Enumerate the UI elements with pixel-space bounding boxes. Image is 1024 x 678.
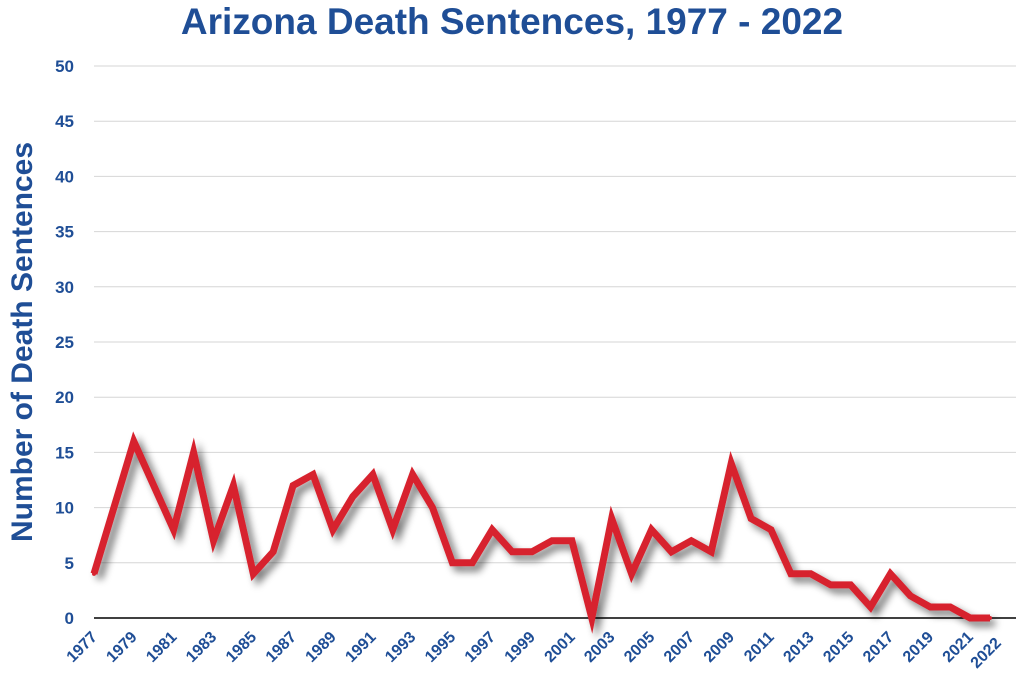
data-point — [888, 571, 893, 576]
x-tick-label: 1985 — [223, 629, 260, 666]
series-group — [90, 431, 992, 634]
x-tick-label: 1997 — [462, 629, 499, 666]
x-tick-label: 1977 — [64, 629, 101, 666]
y-tick-label: 15 — [55, 443, 74, 462]
data-point — [191, 450, 196, 455]
data-point — [211, 538, 216, 543]
x-tick-label: 2017 — [860, 629, 897, 666]
data-point — [410, 472, 415, 477]
data-point — [490, 527, 495, 532]
data-point — [729, 461, 734, 466]
x-tick-label: 2013 — [780, 629, 817, 666]
data-point — [669, 549, 674, 554]
data-point — [330, 527, 335, 532]
data-point — [928, 604, 933, 609]
x-tick-label: 2011 — [741, 629, 778, 666]
data-point — [908, 593, 913, 598]
series-line — [90, 431, 990, 634]
data-point — [171, 527, 176, 532]
data-point — [450, 560, 455, 565]
data-point — [231, 483, 236, 488]
x-tick-label: 2003 — [581, 629, 618, 666]
x-tick-label: 1983 — [183, 629, 220, 666]
x-tick-label: 1995 — [422, 629, 459, 666]
data-point — [968, 616, 973, 620]
chart-title: Arizona Death Sentences, 1977 - 2022 — [180, 1, 844, 42]
data-point — [151, 483, 156, 488]
data-point — [390, 527, 395, 532]
grid-lines — [94, 65, 1016, 564]
data-point — [828, 582, 833, 587]
data-point — [370, 472, 375, 477]
y-tick-label: 50 — [55, 57, 74, 76]
data-point — [251, 571, 256, 576]
data-point — [609, 516, 614, 521]
x-tick-label: 1999 — [502, 629, 539, 666]
data-point — [111, 505, 116, 510]
y-tick-label: 10 — [55, 499, 74, 518]
data-point — [569, 538, 574, 543]
x-tick-label: 1981 — [143, 629, 180, 666]
data-point — [629, 571, 634, 576]
data-point — [92, 571, 96, 576]
data-point — [848, 582, 853, 587]
y-tick-label: 20 — [55, 388, 74, 407]
data-point — [689, 538, 694, 543]
data-point — [749, 516, 754, 521]
data-point — [589, 616, 594, 620]
data-point — [788, 571, 793, 576]
x-tick-label: 2015 — [820, 629, 857, 666]
x-tick-label: 2019 — [900, 629, 937, 666]
x-tick-label: 1991 — [342, 629, 379, 666]
y-tick-label: 40 — [55, 167, 74, 186]
x-tick-label: 1987 — [263, 629, 300, 666]
data-point — [291, 483, 296, 488]
data-point — [311, 472, 316, 477]
y-tick-labels: 0 5 10 15 20 25 30 35 40 45 50 — [55, 57, 74, 628]
data-point — [350, 494, 355, 499]
data-point — [868, 604, 873, 609]
data-point — [768, 527, 773, 532]
data-point — [510, 549, 515, 554]
y-tick-label: 35 — [55, 223, 74, 242]
data-point — [470, 560, 475, 565]
y-tick-label: 25 — [55, 333, 74, 352]
data-point — [131, 439, 136, 444]
y-tick-label: 5 — [65, 554, 74, 573]
y-tick-label: 30 — [55, 278, 74, 297]
x-tick-labels: 1977 1979 1981 1983 1985 1987 1989 1991 1993 1995… — [64, 629, 1005, 672]
data-point — [430, 505, 435, 510]
data-point — [271, 549, 276, 554]
y-tick-label: 45 — [55, 112, 74, 131]
x-tick-label: 2009 — [701, 629, 738, 666]
x-tick-label: 2007 — [661, 629, 698, 666]
x-tick-label: 2005 — [621, 629, 658, 666]
y-tick-label: 0 — [65, 609, 74, 628]
data-point — [549, 538, 554, 543]
data-point — [808, 571, 813, 576]
data-point — [988, 616, 992, 620]
data-point — [948, 604, 953, 609]
x-tick-label: 1989 — [303, 629, 340, 666]
data-point — [649, 527, 654, 532]
x-tick-label: 1979 — [103, 629, 140, 666]
data-point — [530, 549, 535, 554]
x-tick-label: 2001 — [542, 629, 579, 666]
y-axis-label: Number of Death Sentences — [6, 142, 39, 542]
x-tick-label: 1993 — [382, 629, 419, 666]
data-point — [709, 549, 714, 554]
